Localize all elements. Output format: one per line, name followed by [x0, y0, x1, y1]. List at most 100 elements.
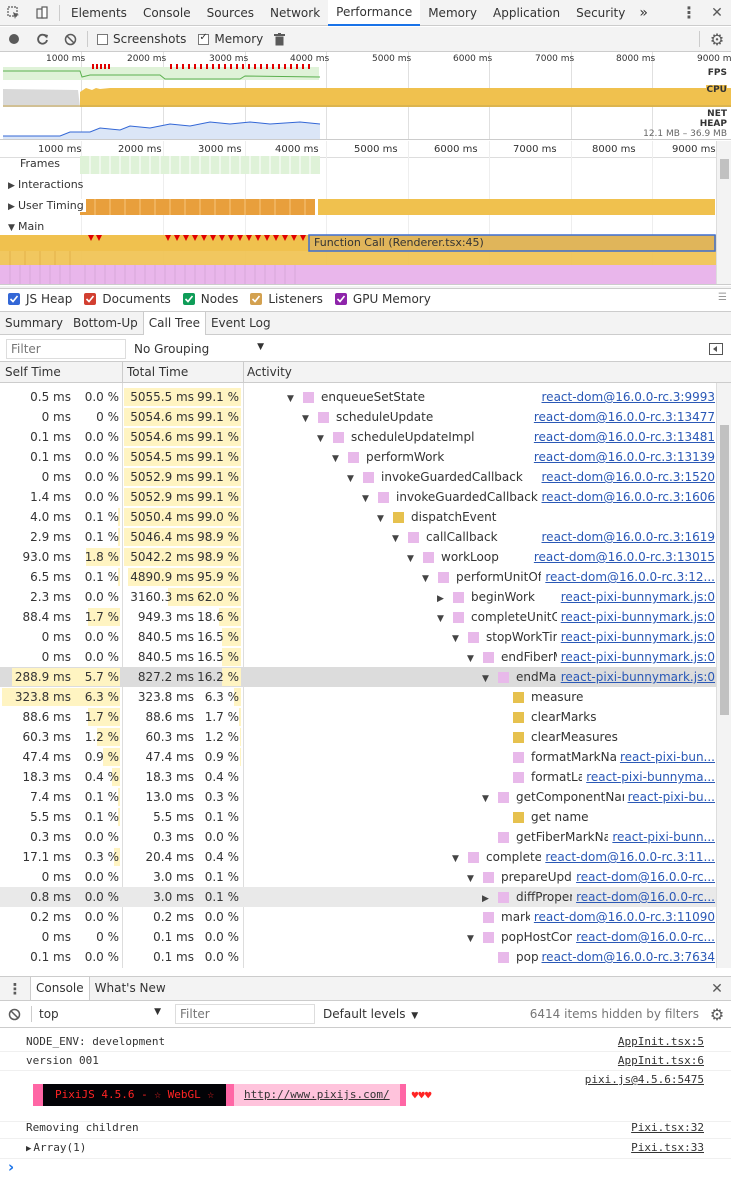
table-scrollbar[interactable]	[716, 383, 731, 968]
source-link[interactable]: react-pixi-bunnymark.js:0	[556, 647, 715, 667]
table-row[interactable]: 7.4 ms 0.1 % 13.0 ms 0.3 % ▼ getComponentName…	[0, 787, 716, 807]
source-link[interactable]: react-dom@16.0.0-rc...	[572, 887, 715, 907]
tab-application[interactable]: Application	[493, 5, 561, 20]
flame-scrollbar-thumb[interactable]	[720, 159, 729, 179]
table-row[interactable]: 0 ms 0.0 % 840.5 ms 16.5 % ▼ endFiberMark reac…	[0, 647, 716, 667]
collapse-triangle-icon[interactable]: ▼	[317, 434, 324, 444]
drawer-menu-icon[interactable]: ⋮	[7, 979, 23, 998]
table-row[interactable]: 93.0 ms 1.8 % 5042.2 ms 98.9 % ▼ workLoop reac…	[0, 547, 716, 567]
activity-cell[interactable]: ▼ endMark	[482, 667, 568, 687]
legend-item[interactable]: Documents	[84, 292, 171, 306]
activity-cell[interactable]: ▼ getComponentName	[482, 787, 641, 807]
activity-cell[interactable]: measure	[497, 687, 583, 707]
tab-sources[interactable]: Sources	[206, 5, 255, 20]
memory-checkbox[interactable]	[198, 32, 210, 45]
activity-cell[interactable]: clearMarks	[497, 707, 596, 727]
legend-item[interactable]: Nodes	[182, 292, 238, 306]
activity-cell[interactable]: ▼ invokeGuardedCallback	[347, 467, 523, 487]
memory-toggle[interactable]: Memory	[198, 32, 263, 46]
table-row[interactable]: 18.3 ms 0.4 % 18.3 ms 0.4 % formatLabel react…	[0, 767, 716, 787]
source-link[interactable]: react-pixi-bunnymark.js:0	[556, 607, 715, 627]
flame-scrollbar[interactable]	[716, 141, 731, 284]
tab-event-log[interactable]: Event Log	[210, 315, 271, 330]
source-link[interactable]: react-dom@16.0.0-rc.3:13015	[529, 547, 715, 567]
table-row[interactable]: 60.3 ms 1.2 % 60.3 ms 1.2 % clearMeasures	[0, 727, 716, 747]
source-link[interactable]: react-dom@16.0.0-rc.3:13477	[529, 407, 715, 427]
table-row[interactable]: 0.2 ms 0.0 % 0.2 ms 0.0 % markRef react-dom@1…	[0, 907, 716, 927]
activity-cell[interactable]: get name	[497, 807, 589, 827]
source-link[interactable]: react-pixi-bunn...	[608, 827, 715, 847]
activity-cell[interactable]: getFiberMarkName	[482, 827, 630, 847]
close-icon[interactable]: ✕	[711, 4, 723, 21]
source-link[interactable]: react-pixi-bu...	[623, 787, 715, 807]
console-filter-input[interactable]	[175, 1004, 315, 1024]
collapse-triangle-icon[interactable]: ▼	[422, 574, 429, 584]
source-link[interactable]: react-dom@16.0.0-rc...	[572, 927, 715, 947]
clear-icon[interactable]	[56, 26, 84, 52]
call-tree-body[interactable]: 0.5 ms 0.0 % 5055.5 ms 99.1 % ▼ enqueueSetSta…	[0, 383, 731, 968]
levels-select[interactable]: Default levels ▼	[323, 1007, 418, 1021]
collapse-triangle-icon[interactable]: ▼	[467, 654, 474, 664]
source-link[interactable]: react-dom@16.0.0-rc.3:1619	[537, 527, 715, 547]
pixi-url-link[interactable]: http://www.pixijs.com/	[233, 1084, 400, 1106]
table-row[interactable]: 6.5 ms 0.1 % 4890.9 ms 95.9 % ▼ performUnitOf…	[0, 567, 716, 587]
collapse-triangle-icon[interactable]: ▼	[377, 514, 384, 524]
collapse-triangle-icon[interactable]: ▼	[437, 614, 444, 624]
source-link[interactable]: react-pixi-bunnymark.js:0	[556, 587, 715, 607]
source-link[interactable]: react-dom@16.0.0-rc.3:1520	[537, 467, 715, 487]
activity-cell[interactable]: ▼ callCallback	[392, 527, 498, 547]
tab-network[interactable]: Network	[270, 5, 321, 20]
table-row[interactable]: 323.8 ms 6.3 % 323.8 ms 6.3 % measure	[0, 687, 716, 707]
console-source-link[interactable]: AppInit.tsx:6	[617, 1054, 704, 1067]
table-row[interactable]: 0.3 ms 0.0 % 0.3 ms 0.0 % getFiberMarkName re…	[0, 827, 716, 847]
source-link[interactable]: react-dom@16.0.0-rc.3:12...	[541, 567, 715, 587]
table-row[interactable]: 0.1 ms 0.0 % 5054.5 ms 99.1 % ▼ performWork re…	[0, 447, 716, 467]
table-row[interactable]: 1.4 ms 0.0 % 5052.9 ms 99.1 % ▼ invokeGuarded…	[0, 487, 716, 507]
source-link[interactable]: react-pixi-bunnymark.js:0	[556, 627, 715, 647]
activity-cell[interactable]: ▼ stopWorkTimer	[452, 627, 577, 647]
tab-elements[interactable]: Elements	[71, 5, 127, 20]
grouping-select[interactable]: No Grouping ▼	[134, 342, 264, 356]
source-link[interactable]: react-pixi-bunnymark.js:0	[556, 667, 715, 687]
collapse-triangle-icon[interactable]: ▼	[362, 494, 369, 504]
trash-icon[interactable]	[265, 26, 293, 52]
source-link[interactable]: react-pixi-bun...	[615, 747, 715, 767]
legend-item[interactable]: GPU Memory	[334, 292, 431, 306]
console-source-link[interactable]: pixi.js@4.5.6:5475	[584, 1073, 704, 1086]
collapse-triangle-icon[interactable]: ▼	[452, 634, 459, 644]
inspect-element-icon[interactable]	[0, 0, 28, 26]
collapse-triangle-icon[interactable]: ▼	[407, 554, 414, 564]
drawer-tab-whats-new[interactable]: What's New	[94, 981, 166, 995]
table-row[interactable]: 5.5 ms 0.1 % 5.5 ms 0.1 % get name	[0, 807, 716, 827]
table-row[interactable]: 88.4 ms 1.7 % 949.3 ms 18.6 % ▼ completeUnitO…	[0, 607, 716, 627]
screenshots-checkbox[interactable]	[97, 33, 108, 45]
source-link[interactable]: react-dom@16.0.0-rc...	[572, 867, 715, 887]
legend-checkbox[interactable]	[250, 293, 263, 305]
console-source-link[interactable]: AppInit.tsx:5	[617, 1035, 704, 1048]
activity-cell[interactable]: ▼ performWork	[332, 447, 444, 467]
activity-cell[interactable]: ▼ enqueueSetState	[287, 387, 425, 407]
source-link[interactable]: react-dom@16.0.0-rc.3:13139	[529, 447, 715, 467]
source-link[interactable]: react-pixi-bunnyma...	[582, 767, 715, 787]
record-icon[interactable]	[0, 26, 28, 52]
close-drawer-icon[interactable]: ✕	[711, 980, 723, 997]
expand-triangle-icon[interactable]: ▶	[482, 894, 489, 904]
console-prompt[interactable]: ›	[8, 1158, 15, 1176]
collapse-triangle-icon[interactable]: ▼	[392, 534, 399, 544]
collapse-triangle-icon[interactable]: ▼	[347, 474, 354, 484]
table-row[interactable]: 0.1 ms 0.0 % 0.1 ms 0.0 % pop$1 react-dom@16.…	[0, 947, 716, 967]
activity-cell[interactable]: ▼ scheduleUpdateImpl	[317, 427, 474, 447]
legend-checkbox[interactable]	[182, 293, 195, 305]
activity-cell[interactable]: ▼ prepareUpdate	[467, 867, 591, 887]
table-row[interactable]: 2.9 ms 0.1 % 5046.4 ms 98.9 % ▼ callCallback r…	[0, 527, 716, 547]
main-track[interactable]: ▼ Main	[8, 220, 45, 233]
settings-gear-icon[interactable]: ⚙	[709, 29, 725, 49]
table-row[interactable]: 0 ms 0.0 % 3.0 ms 0.1 % ▼ prepareUpdate react-…	[0, 867, 716, 887]
activity-cell[interactable]: ▶ beginWork	[437, 587, 535, 607]
function-call-event[interactable]: Function Call (Renderer.tsx:45)	[314, 236, 484, 249]
table-row[interactable]: 0.1 ms 0.0 % 5054.6 ms 99.1 % ▼ scheduleUpdat…	[0, 427, 716, 447]
table-row[interactable]: 88.6 ms 1.7 % 88.6 ms 1.7 % clearMarks	[0, 707, 716, 727]
activity-cell[interactable]: ▼ dispatchEvent	[377, 507, 496, 527]
activity-cell[interactable]: ▼ invokeGuardedCallbackDev	[362, 487, 562, 507]
table-row[interactable]: 0 ms 0 % 5054.6 ms 99.1 % ▼ scheduleUpdate rea…	[0, 407, 716, 427]
